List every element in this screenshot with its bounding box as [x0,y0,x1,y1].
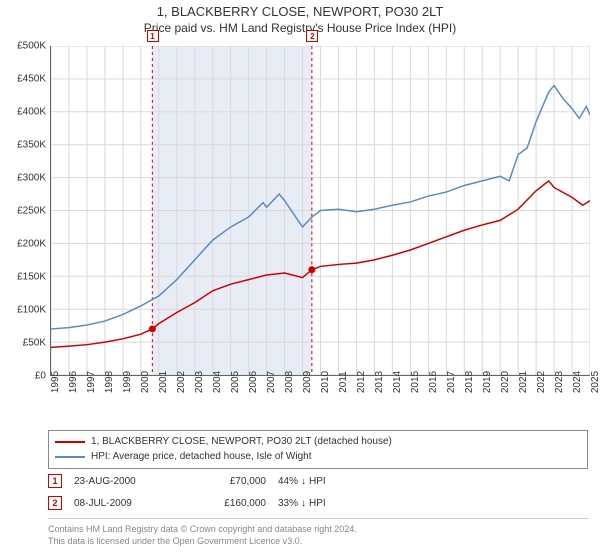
footer-attribution: Contains HM Land Registry data © Crown c… [48,518,588,547]
y-tick-label: £200K [2,239,46,250]
legend-label-price-paid: 1, BLACKBERRY CLOSE, NEWPORT, PO30 2LT (… [91,435,392,450]
legend-swatch-price-paid [55,441,85,443]
x-tick-label: 2016 [428,371,439,393]
y-tick-label: £150K [2,272,46,283]
legend-row-price-paid: 1, BLACKBERRY CLOSE, NEWPORT, PO30 2LT (… [55,435,581,450]
chart-area: £0 £50K £100K £150K £200K £250K £300K £350K £400… [2,42,598,418]
chart-title-main: 1, BLACKBERRY CLOSE, NEWPORT, PO30 2LT [0,4,600,19]
x-tick-label: 1995 [50,371,61,393]
x-tick-label: 1997 [86,371,97,393]
marker-date-2: 08-JUL-2009 [74,498,184,509]
x-tick-label: 2021 [518,371,529,393]
x-tick-label: 2010 [320,371,331,393]
x-tick-label: 2020 [500,371,511,393]
y-tick-label: £400K [2,107,46,118]
down-arrow-icon [298,498,309,509]
x-tick-label: 2007 [266,371,277,393]
chart-title-block: 1, BLACKBERRY CLOSE, NEWPORT, PO30 2LT P… [0,0,600,35]
y-tick-label: £450K [2,74,46,85]
marker-row-1: 1 23-AUG-2000 £70,000 44%HPI [48,470,388,492]
marker-price-1: £70,000 [196,476,266,487]
x-tick-label: 2011 [338,371,349,393]
legend-swatch-hpi [55,456,85,458]
footer-line-1: Contains HM Land Registry data © Crown c… [48,523,588,535]
x-tick-label: 2025 [590,371,600,393]
marker-table: 1 23-AUG-2000 £70,000 44%HPI 2 08-JUL-20… [48,470,388,514]
x-tick-label: 2013 [374,371,385,393]
x-tick-label: 2005 [230,371,241,393]
marker-pct-2: 33%HPI [278,498,388,509]
x-tick-label: 2006 [248,371,259,393]
y-tick-label: £0 [2,371,46,382]
x-tick-label: 2002 [176,371,187,393]
legend-row-hpi: HPI: Average price, detached house, Isle… [55,450,581,465]
x-tick-label: 1996 [68,371,79,393]
marker-pct-1: 44%HPI [278,476,388,487]
x-tick-label: 2024 [572,371,583,393]
x-tick-label: 2014 [392,371,403,393]
marker-badge-1: 1 [48,474,62,488]
footer-line-2: This data is licensed under the Open Gov… [48,535,588,547]
y-tick-label: £100K [2,305,46,316]
x-tick-label: 2004 [212,371,223,393]
event-badge-2: 2 [306,30,318,42]
y-tick-label: £350K [2,140,46,151]
x-tick-label: 2019 [482,371,493,393]
plot-area: 12 [50,46,590,376]
legend-label-hpi: HPI: Average price, detached house, Isle… [91,450,312,465]
x-tick-label: 2015 [410,371,421,393]
chart-title-sub: Price paid vs. HM Land Registry's House … [0,21,600,35]
y-tick-label: £250K [2,206,46,217]
y-tick-label: £300K [2,173,46,184]
x-tick-label: 2009 [302,371,313,393]
x-tick-label: 1998 [104,371,115,393]
x-tick-label: 2018 [464,371,475,393]
x-tick-label: 2023 [554,371,565,393]
event-badge-1: 1 [147,30,159,42]
x-tick-label: 2017 [446,371,457,393]
marker-price-2: £160,000 [196,498,266,509]
x-tick-label: 2000 [140,371,151,393]
x-tick-label: 2012 [356,371,367,393]
marker-badge-2: 2 [48,496,62,510]
chart-svg [51,46,590,375]
marker-date-1: 23-AUG-2000 [74,476,184,487]
x-tick-label: 2022 [536,371,547,393]
marker-row-2: 2 08-JUL-2009 £160,000 33%HPI [48,492,388,514]
down-arrow-icon [298,476,309,487]
legend: 1, BLACKBERRY CLOSE, NEWPORT, PO30 2LT (… [48,430,588,469]
y-tick-label: £50K [2,338,46,349]
y-tick-label: £500K [2,41,46,52]
x-tick-label: 1999 [122,371,133,393]
x-tick-label: 2008 [284,371,295,393]
x-tick-label: 2001 [158,371,169,393]
x-tick-label: 2003 [194,371,205,393]
